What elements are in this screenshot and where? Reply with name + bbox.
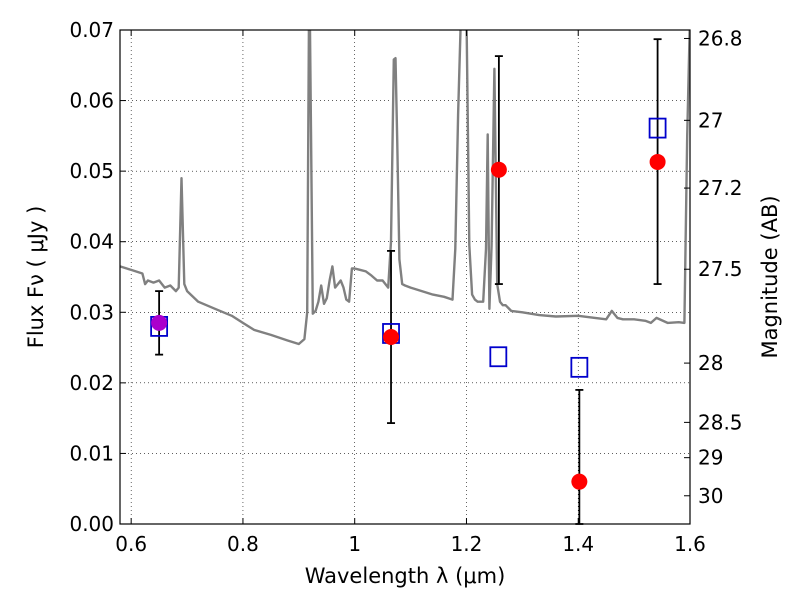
x-tick-label: 0.6: [115, 532, 147, 556]
y-tick-label: 0.00: [69, 512, 114, 536]
y-tick-label: 0.01: [69, 441, 114, 465]
model-square-point: [489, 346, 508, 368]
y-tick-label: 0.05: [69, 159, 114, 183]
x-tick-label: 1.4: [562, 532, 594, 556]
data-layer: [120, 30, 690, 346]
x-tick-label: 1: [348, 532, 361, 556]
model-square-point: [570, 356, 589, 378]
x-axis-title: Wavelength λ (μm): [305, 564, 506, 588]
model-square-point: [648, 117, 667, 139]
plot-background: [120, 30, 690, 524]
y2-tick-label: 26.8: [698, 26, 743, 50]
y-tick-label: 0.07: [69, 18, 114, 42]
observed-circle-point: [151, 314, 168, 331]
marker-layer: [150, 117, 667, 490]
observed-circle-point: [649, 153, 666, 170]
y2-axis-title: Magnitude (AB): [758, 195, 782, 358]
spectrum-line: [120, 30, 690, 346]
y2-tick-label: 28: [698, 351, 723, 375]
tick-labels: 0.6 0.8 1 1.2 1.4 1.6 0.00 0.01 0.02 0.03 0.04 0.05…: [69, 18, 742, 556]
y-tick-label: 0.04: [69, 230, 114, 254]
observed-circle-point: [571, 473, 588, 490]
x-tick-label: 0.8: [227, 532, 259, 556]
ticks: [120, 29, 691, 525]
y2-tick-label: 27.5: [698, 257, 743, 281]
y2-tick-label: 30: [698, 484, 723, 508]
y-axis-title: Flux Fν ( μJy ): [24, 206, 48, 349]
y2-tick-label: 27: [698, 108, 723, 132]
y-tick-label: 0.03: [69, 300, 114, 324]
plot-frame: [119, 29, 691, 525]
y-tick-label: 0.02: [69, 371, 114, 395]
y-tick-label: 0.06: [69, 89, 114, 113]
y2-tick-label: 28.5: [698, 410, 743, 434]
observed-circle-point: [490, 161, 507, 178]
y2-tick-label: 27.2: [698, 176, 743, 200]
x-tick-label: 1.6: [674, 532, 706, 556]
x-tick-label: 1.2: [451, 532, 483, 556]
y2-tick-label: 29: [698, 446, 723, 470]
observed-circle-point: [383, 328, 400, 345]
